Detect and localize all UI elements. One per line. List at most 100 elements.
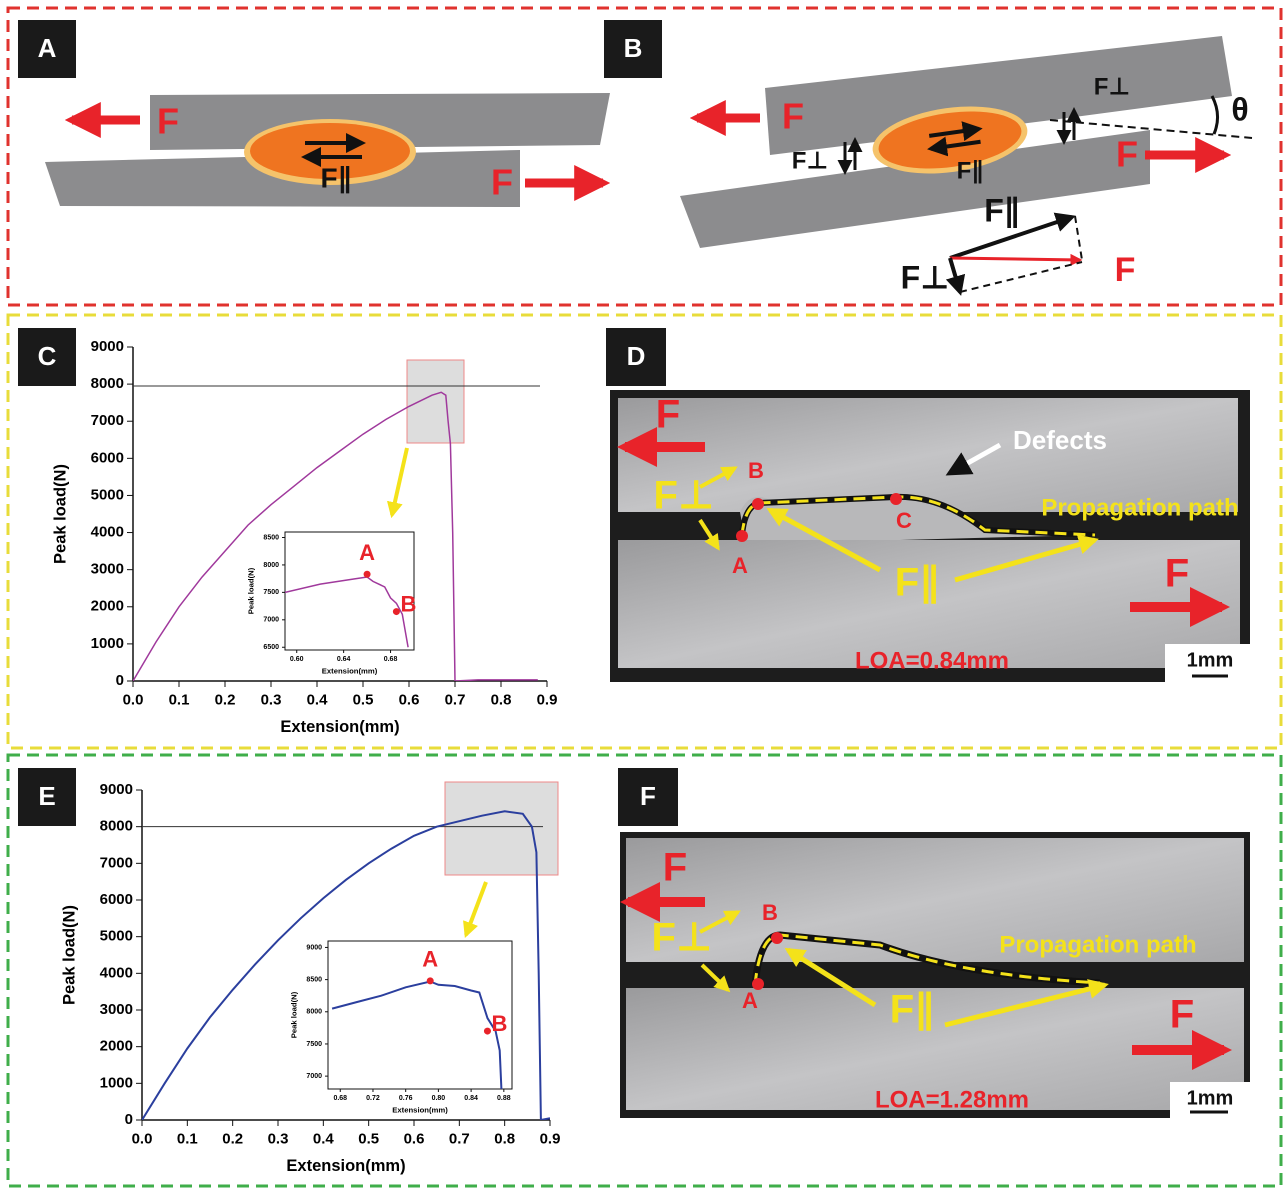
y-tick-label: 2000 <box>100 1038 133 1055</box>
x-tick-label: 0.72 <box>366 1095 380 1102</box>
x-tick-label: 0.5 <box>358 1130 379 1147</box>
force-label: F <box>1116 134 1138 175</box>
x-tick-label: 0.4 <box>313 1130 335 1147</box>
photo-d: F F⊥ B A C F∥ F Defects Propagation path… <box>610 390 1250 682</box>
photo-f: F F⊥ B A F∥ F Propagation path LOA=1.28m… <box>620 832 1250 1118</box>
y-tick-label: 7000 <box>91 412 124 429</box>
path-label: Propagation path <box>1041 494 1238 521</box>
force-label: F∥ <box>984 192 1020 228</box>
x-axis-label: Extension(mm) <box>280 718 399 736</box>
x-tick-label: 0.3 <box>261 691 282 708</box>
defects-label: Defects <box>1013 425 1107 455</box>
scale-label: 1mm <box>1187 1087 1234 1109</box>
zoom-arrow <box>392 448 407 515</box>
loa-label: LOA=0.84mm <box>855 647 1009 674</box>
force-label: F <box>1170 993 1194 1037</box>
y-tick-label: 5000 <box>100 928 133 945</box>
x-tick-label: 0.1 <box>169 691 190 708</box>
force-label: F <box>1115 251 1136 289</box>
y-tick-label: 7500 <box>306 1041 322 1048</box>
zoom-arrow <box>466 882 486 935</box>
force-label: F <box>663 846 687 890</box>
loa-label: LOA=1.28mm <box>875 1086 1029 1113</box>
y-tick-label: 3000 <box>100 1001 133 1018</box>
angle-label: θ <box>1231 91 1248 127</box>
x-tick-label: 0.4 <box>307 691 329 708</box>
x-tick-label: 0.6 <box>404 1130 425 1147</box>
scale-label: 1mm <box>1187 649 1234 671</box>
x-tick-label: 0.8 <box>491 691 512 708</box>
marker <box>484 1028 491 1035</box>
force-label: F⊥ <box>654 474 715 518</box>
x-axis-label: Extension(mm) <box>286 1157 405 1175</box>
x-tick-label: 0.1 <box>177 1130 198 1147</box>
marker <box>364 571 371 578</box>
point-label: C <box>896 508 912 533</box>
force-label: F <box>491 162 513 203</box>
x-tick-label: 0.2 <box>222 1130 243 1147</box>
reference-line <box>1050 120 1252 138</box>
path-label: Propagation path <box>999 931 1196 958</box>
point-c <box>890 493 902 505</box>
x-tick-label: 0.2 <box>215 691 236 708</box>
x-axis-label: Extension(mm) <box>322 667 378 676</box>
angle-arc <box>1212 96 1218 134</box>
diagram-b: F F F⊥ F⊥ F∥ θ F∥ F⊥ F <box>680 36 1252 295</box>
y-tick-label: 0 <box>125 1111 133 1128</box>
x-tick-label: 0.80 <box>432 1095 446 1102</box>
point-b <box>771 932 783 944</box>
y-tick-label: 5000 <box>91 486 124 503</box>
y-tick-label: 7000 <box>100 854 133 871</box>
marker-label: B <box>492 1011 508 1036</box>
y-tick-label: 7000 <box>306 1073 322 1080</box>
y-axis-label: Peak load(N) <box>60 905 78 1005</box>
plot-frame <box>328 941 512 1089</box>
x-tick-label: 0.0 <box>123 691 144 708</box>
x-tick-label: 0.76 <box>399 1095 413 1102</box>
x-tick-label: 0.6 <box>399 691 420 708</box>
x-axis-label: Extension(mm) <box>392 1106 448 1115</box>
force-label: F⊥ <box>1094 73 1131 100</box>
force-label: F <box>656 393 680 437</box>
x-tick-label: 0.3 <box>268 1130 289 1147</box>
y-tick-label: 9000 <box>91 338 124 355</box>
y-tick-label: 1000 <box>91 635 124 652</box>
y-tick-label: 4000 <box>100 964 133 981</box>
y-tick-label: 0 <box>116 672 124 689</box>
panel-label: B <box>624 33 643 63</box>
y-tick-label: 1000 <box>100 1074 133 1091</box>
force-label: F⊥ <box>792 147 829 174</box>
y-tick-label: 8000 <box>263 562 279 569</box>
x-tick-label: 0.84 <box>464 1095 478 1102</box>
component-arrow <box>950 258 960 292</box>
parallelogram <box>960 216 1082 292</box>
plot-frame <box>285 532 414 650</box>
point-label: B <box>748 458 764 483</box>
force-label: F⊥ <box>901 259 950 295</box>
force-label: F⊥ <box>652 916 713 960</box>
y-tick-label: 8000 <box>91 375 124 392</box>
force-label: F <box>782 96 804 137</box>
marker-label: A <box>422 947 438 972</box>
y-tick-label: 3000 <box>91 561 124 578</box>
x-tick-label: 0.68 <box>333 1095 347 1102</box>
y-axis-label: Peak load(N) <box>51 464 69 564</box>
y-axis-label: Peak load(N) <box>289 991 298 1038</box>
y-tick-label: 6000 <box>91 449 124 466</box>
point-label: A <box>732 553 748 578</box>
y-tick-label: 8000 <box>306 1009 322 1016</box>
y-tick-label: 7000 <box>263 617 279 624</box>
panel-label: F <box>640 781 656 811</box>
point-label: A <box>742 988 758 1013</box>
x-tick-label: 0.7 <box>449 1130 470 1147</box>
force-label: F∥ <box>895 561 939 605</box>
panel-label: E <box>38 781 55 811</box>
zoom-box <box>407 360 464 443</box>
y-tick-label: 8500 <box>306 976 322 983</box>
x-tick-label: 0.9 <box>537 691 558 708</box>
x-tick-label: 0.8 <box>494 1130 515 1147</box>
x-tick-label: 0.88 <box>497 1095 511 1102</box>
point-label: B <box>762 900 778 925</box>
marker <box>393 608 400 615</box>
x-tick-label: 0.0 <box>132 1130 153 1147</box>
